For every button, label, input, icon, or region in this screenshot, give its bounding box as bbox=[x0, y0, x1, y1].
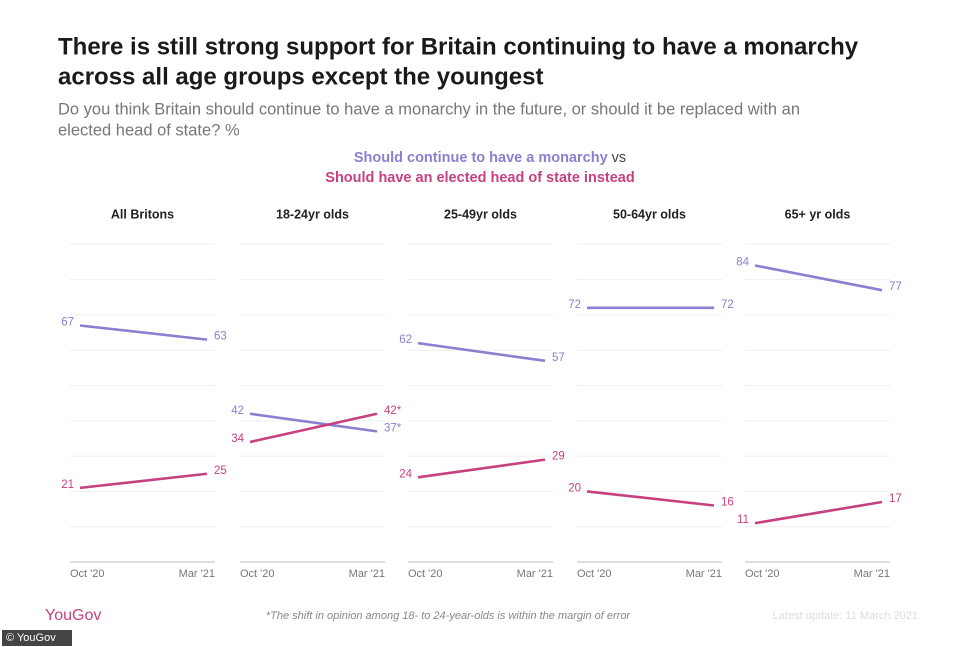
legend-entry: Should continue to have a monarchy vs bbox=[354, 150, 626, 166]
value-label: 29 bbox=[552, 451, 565, 463]
series-line bbox=[79, 472, 208, 490]
x-tick-label: Mar '21 bbox=[349, 568, 385, 580]
value-label: 21 bbox=[61, 479, 74, 491]
x-tick-label: Oct '20 bbox=[577, 568, 612, 580]
value-label: 42* bbox=[384, 405, 402, 417]
update-date: Latest update: 11 March 2021 bbox=[773, 610, 918, 622]
x-tick-label: Mar '21 bbox=[854, 568, 890, 580]
legend-vs: vs bbox=[612, 150, 627, 166]
x-tick-label: Mar '21 bbox=[686, 568, 722, 580]
value-label: 57 bbox=[552, 352, 565, 364]
value-label: 77 bbox=[889, 281, 902, 293]
chart-subtitle: elected head of state? % bbox=[58, 121, 240, 139]
series-line bbox=[586, 490, 715, 507]
series-line bbox=[754, 500, 883, 525]
series-line bbox=[249, 412, 378, 433]
panel-title: All Britons bbox=[111, 207, 174, 221]
x-tick-label: Oct '20 bbox=[70, 568, 105, 580]
x-tick-label: Oct '20 bbox=[240, 568, 275, 580]
x-tick-label: Mar '21 bbox=[179, 568, 215, 580]
value-label: 37* bbox=[384, 422, 402, 434]
series-line bbox=[79, 324, 208, 341]
value-label: 24 bbox=[399, 468, 412, 480]
value-label: 63 bbox=[214, 331, 227, 343]
chart-title: There is still strong support for Britai… bbox=[58, 33, 859, 60]
series-line bbox=[249, 412, 378, 444]
value-label: 72 bbox=[568, 299, 581, 311]
footnote: *The shift in opinion among 18- to 24-ye… bbox=[266, 610, 632, 622]
series-line bbox=[754, 264, 883, 292]
value-label: 72 bbox=[721, 299, 734, 311]
value-label: 20 bbox=[568, 482, 581, 494]
panel-title: 18-24yr olds bbox=[276, 207, 349, 221]
value-label: 62 bbox=[399, 334, 412, 346]
credit-box bbox=[2, 630, 72, 646]
brand: YouGov bbox=[45, 607, 101, 624]
legend-label: Should continue to have a monarchy bbox=[354, 150, 608, 166]
credit: © YouGov bbox=[6, 632, 56, 644]
value-label: 16 bbox=[721, 497, 734, 509]
panel-title: 25-49yr olds bbox=[444, 207, 517, 221]
chart-title: across all age groups except the younges… bbox=[58, 63, 543, 90]
panel-title: 50-64yr olds bbox=[613, 207, 686, 221]
x-tick-label: Oct '20 bbox=[408, 568, 443, 580]
value-label: 67 bbox=[61, 317, 74, 329]
panel-title: 65+ yr olds bbox=[785, 207, 851, 221]
legend-entry: Should have an elected head of state ins… bbox=[325, 170, 634, 186]
value-label: 42 bbox=[231, 405, 244, 417]
value-label: 84 bbox=[736, 257, 749, 269]
series-line bbox=[417, 341, 546, 363]
x-tick-label: Oct '20 bbox=[745, 568, 780, 580]
chart-subtitle: Do you think Britain should continue to … bbox=[58, 100, 800, 118]
value-label: 25 bbox=[214, 465, 227, 477]
value-label: 11 bbox=[737, 514, 749, 526]
x-tick-label: Mar '21 bbox=[517, 568, 553, 580]
value-label: 34 bbox=[231, 433, 244, 445]
series-line bbox=[417, 458, 546, 479]
value-label: 17 bbox=[889, 493, 902, 505]
